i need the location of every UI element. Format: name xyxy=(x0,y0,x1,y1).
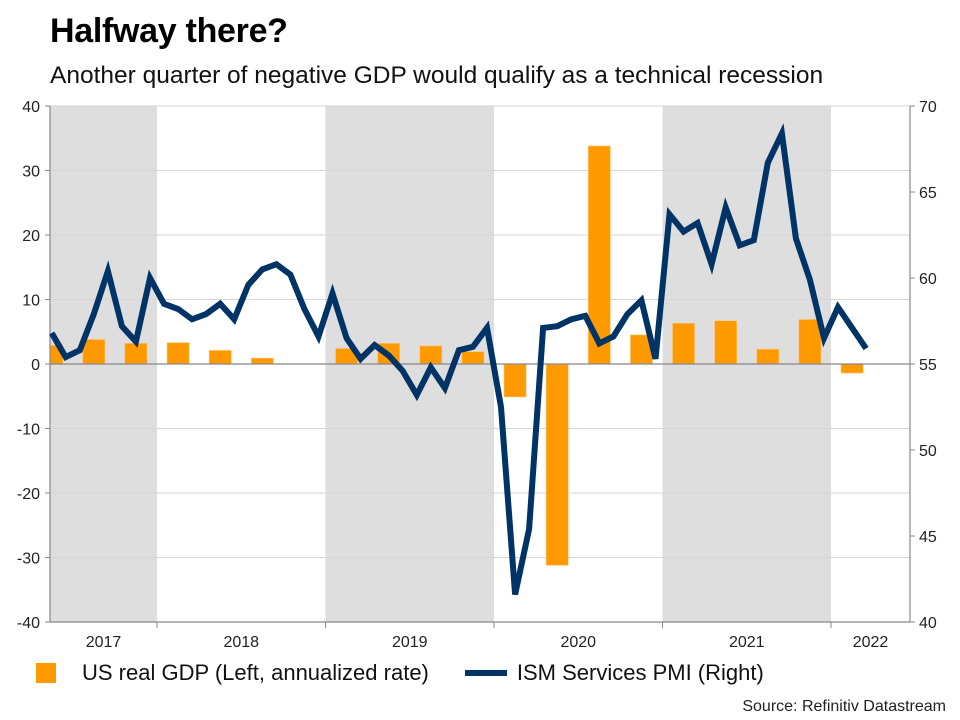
right-tick-label: 45 xyxy=(919,529,937,546)
gdp-bar-2021-Q4 xyxy=(798,319,822,365)
left-tick-label: -10 xyxy=(17,422,40,439)
left-tick-label: -30 xyxy=(17,551,40,568)
legend: US real GDP (Left, annualized rate) ISM … xyxy=(36,660,800,686)
pmi-line-group xyxy=(49,123,869,596)
left-tick-label: -20 xyxy=(17,486,40,503)
tick-labels: 40 30 20 10 0 -10 -20 -30 -40 70 65 60 55 50 45 40 2017 2… xyxy=(17,99,937,651)
left-tick-label: 40 xyxy=(22,99,40,116)
gdp-bar-2018-Q3 xyxy=(251,357,274,365)
legend-item-pmi[interactable]: ISM Services PMI (Right) xyxy=(464,660,764,686)
gdp-bar-2018-Q2 xyxy=(208,350,232,365)
gdp-swatch-icon xyxy=(36,663,56,683)
right-tick-label: 70 xyxy=(919,99,937,116)
left-tick-label: 30 xyxy=(22,164,40,181)
right-tick-label: 50 xyxy=(919,443,937,460)
gdp-bar-2020-Q1 xyxy=(503,363,527,398)
right-tick-label: 40 xyxy=(919,615,937,632)
chart-area: 40 30 20 10 0 -10 -20 -30 -40 70 65 60 55 50 45 40 2017 2… xyxy=(17,99,937,651)
right-tick-label: 60 xyxy=(919,271,937,288)
gdp-bar-2021-Q2 xyxy=(714,320,737,365)
chart-subtitle: Another quarter of negative GDP would qu… xyxy=(50,62,824,89)
gdp-bar-2019-Q4 xyxy=(461,351,485,365)
axes xyxy=(45,105,915,628)
x-tick-label-2022: 2022 xyxy=(853,634,889,651)
pmi-swatch-icon xyxy=(464,670,507,676)
gdp-bar-2019-Q3 xyxy=(419,345,443,365)
right-tick-label: 55 xyxy=(919,357,937,374)
gdp-bar-2018-Q1 xyxy=(166,342,190,365)
x-tick-label-2019: 2019 xyxy=(392,634,428,651)
legend-gdp-label: US real GDP (Left, annualized rate) xyxy=(82,660,429,685)
gdp-bar-2021-Q1 xyxy=(672,323,695,365)
x-tick-label-2020: 2020 xyxy=(560,634,596,651)
right-tick-label: 65 xyxy=(919,185,937,202)
gdp-bar-2017-Q3 xyxy=(82,339,106,365)
gridlines xyxy=(50,105,910,558)
gdp-bar-2021-Q3 xyxy=(756,348,780,365)
left-tick-label: 20 xyxy=(22,228,40,245)
x-tick-label-2021: 2021 xyxy=(729,634,765,651)
left-tick-label: 10 xyxy=(22,293,40,310)
legend-pmi-label: ISM Services PMI (Right) xyxy=(516,660,764,685)
gdp-bar-2017-Q4 xyxy=(124,343,148,365)
legend-item-gdp[interactable]: US real GDP (Left, annualized rate) xyxy=(36,660,429,686)
left-tick-label: -40 xyxy=(17,615,40,632)
gdp-bar-2022-Q1 xyxy=(840,363,864,374)
gdp-bar-2020-Q2 xyxy=(545,363,569,566)
x-tick-label-2017: 2017 xyxy=(86,634,122,651)
chart-title: Halfway there? xyxy=(50,12,288,50)
left-tick-label: 0 xyxy=(31,357,40,374)
source-note: Source: Refinitiv Datastream xyxy=(742,698,946,715)
x-tick-label-2018: 2018 xyxy=(223,634,259,651)
